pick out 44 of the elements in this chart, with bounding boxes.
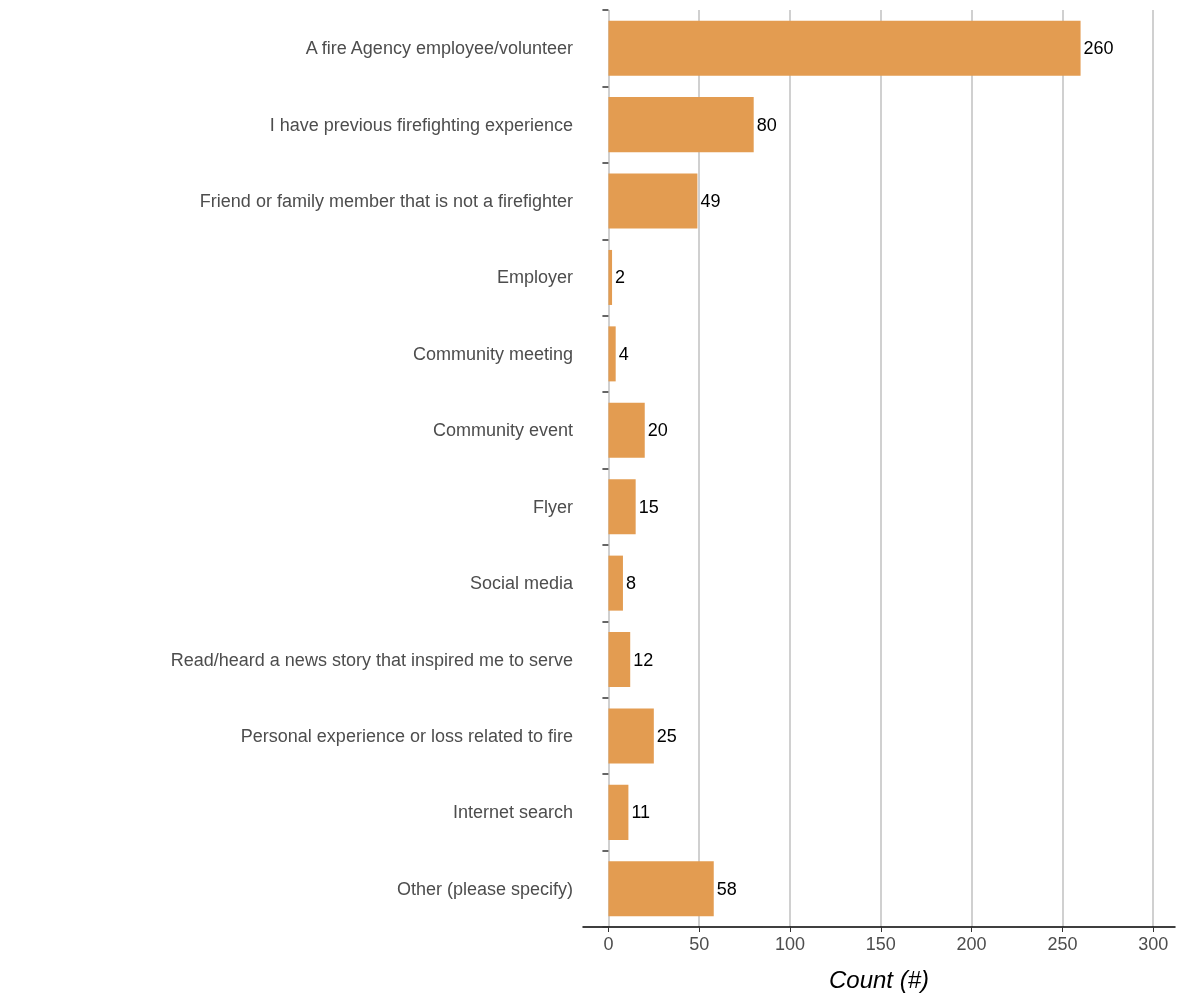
data-label: 58: [716, 878, 737, 899]
data-label: 260: [1083, 38, 1114, 59]
x-tick-label: 300: [1138, 934, 1169, 954]
y-tick-label: Other (please specify): [396, 878, 573, 899]
y-tick-label: Community meeting: [412, 343, 573, 364]
data-label: 4: [618, 343, 629, 364]
y-tick-label: Internet search: [452, 802, 573, 823]
bar: [608, 861, 714, 917]
bar: [608, 632, 631, 688]
y-tick-label: Community event: [432, 420, 573, 441]
bar: [608, 249, 613, 305]
x-tick-label: 150: [865, 934, 896, 954]
bar: [608, 173, 698, 229]
data-label: 11: [631, 802, 651, 823]
data-label: 12: [633, 649, 654, 670]
data-label: 8: [625, 573, 636, 594]
x-tick-label: 200: [956, 934, 987, 954]
bar: [608, 708, 654, 764]
y-tick-label: Flyer: [533, 496, 573, 517]
data-label: 15: [638, 496, 659, 517]
x-tick-label: 250: [1047, 934, 1078, 954]
bar: [608, 555, 623, 611]
x-tick-label: 0: [603, 934, 614, 954]
bar: [608, 479, 636, 535]
y-tick-label: Social media: [469, 573, 574, 594]
y-tick-label: Employer: [496, 267, 573, 288]
data-label: 25: [656, 725, 677, 746]
bar: [608, 20, 1081, 76]
y-tick-label: Read/heard a news story that inspired me to serve: [170, 649, 573, 670]
data-label: 49: [700, 191, 721, 212]
y-tick-label: I have previous firefighting experience: [269, 114, 573, 135]
bar: [608, 97, 754, 153]
x-tick-label: 100: [774, 934, 806, 954]
bar: [608, 402, 645, 458]
y-tick-label: Personal experience or loss related to fire: [240, 725, 573, 746]
bar: [608, 784, 629, 840]
data-label: 80: [756, 114, 777, 135]
x-axis-title: Count (#): [828, 965, 930, 993]
bar: [608, 326, 616, 382]
x-tick-label: 50: [689, 934, 710, 954]
data-label: 20: [647, 420, 668, 441]
y-tick-label: Friend or family member that is not a firefighter: [199, 191, 573, 212]
y-tick-label: A fire Agency employee/volunteer: [305, 38, 573, 59]
data-label: 2: [615, 267, 626, 288]
